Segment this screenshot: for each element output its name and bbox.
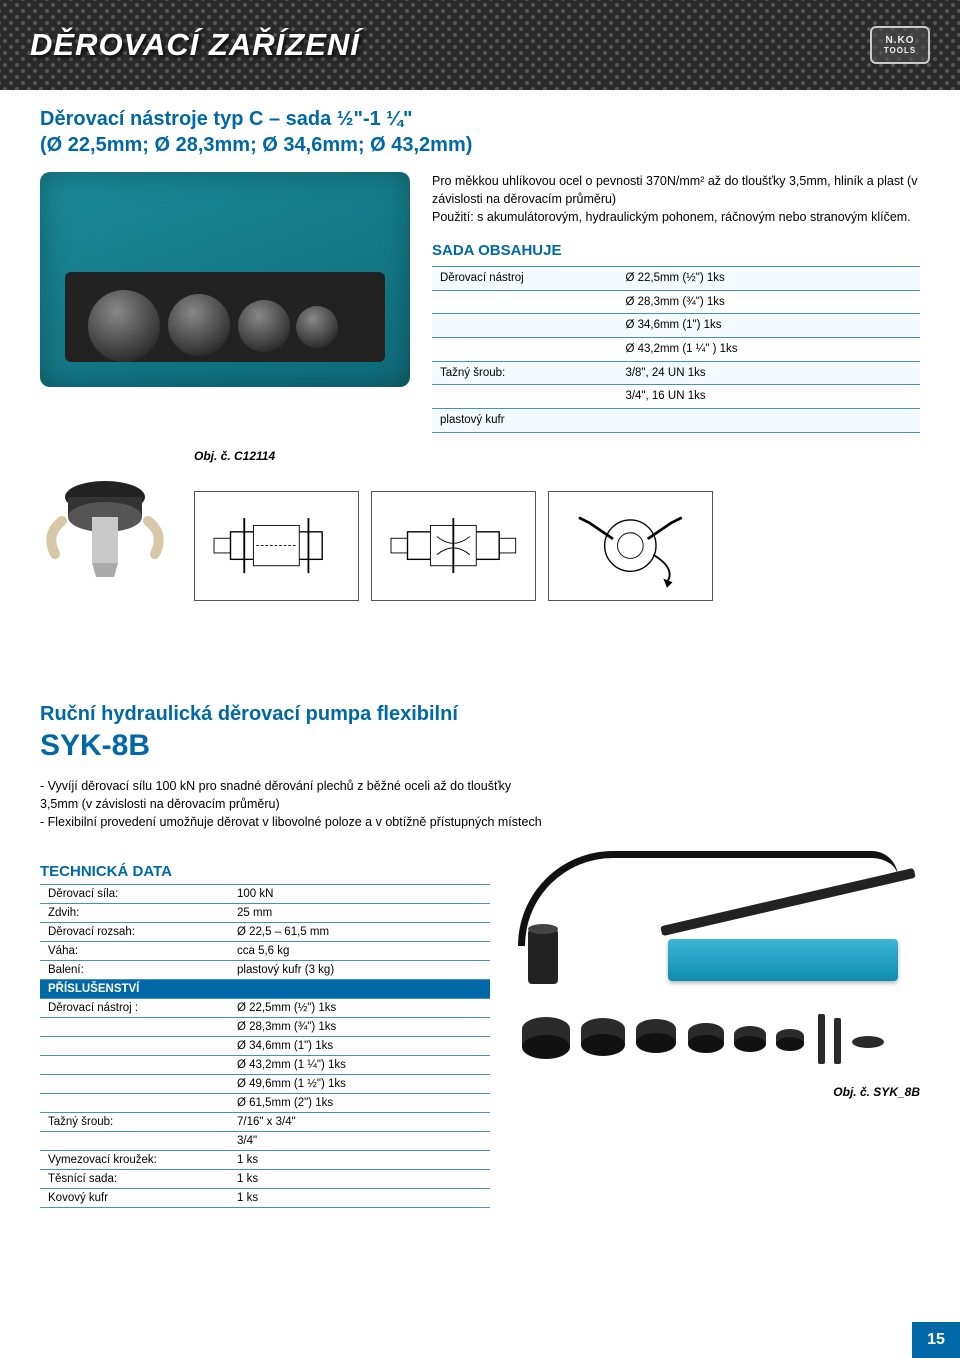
- diagram-row: [194, 491, 920, 601]
- table-row: Vymezovací kroužek:1 ks: [40, 1151, 490, 1170]
- table-row: Ø 34,6mm (1") 1ks: [432, 314, 920, 338]
- table-row: Děrovací síla:100 kN: [40, 885, 490, 904]
- table-row: Tažný šroub:7/16" x 3/4": [40, 1113, 490, 1132]
- product1-section: Pro měkkou uhlíkovou ocel o pevnosti 370…: [40, 172, 920, 433]
- table-row: Ø 28,3mm (¾") 1ks: [40, 1018, 490, 1037]
- diagram-3: [548, 491, 713, 601]
- product2-title: Ruční hydraulická děrovací pumpa flexibi…: [40, 701, 920, 727]
- table-row: Ø 49,6mm (1 ½") 1ks: [40, 1075, 490, 1094]
- table-row: Kovový kufr1 ks: [40, 1189, 490, 1208]
- table-row: Těsnící sada:1 ks: [40, 1170, 490, 1189]
- product1-set-label: SADA OBSAHUJE: [432, 240, 920, 262]
- table-row: Ø 28,3mm (¾") 1ks: [432, 290, 920, 314]
- table-row: Tažný šroub:3/8", 24 UN 1ks: [432, 361, 920, 385]
- product2-section: Ruční hydraulická děrovací pumpa flexibi…: [40, 701, 920, 1208]
- product2-pump-image: Obj. č. SYK_8B: [508, 849, 920, 1119]
- product1-diagram-column: Obj. č. C12114: [194, 449, 920, 601]
- product2-model: SYK-8B: [40, 729, 920, 763]
- product1-text-column: Pro měkkou uhlíkovou ocel o pevnosti 370…: [432, 172, 920, 433]
- table-row: 3/4": [40, 1132, 490, 1151]
- page-title: DĚROVACÍ ZAŘÍZENÍ: [30, 27, 360, 63]
- product2-description: - Vyvíjí děrovací sílu 100 kN pro snadné…: [40, 777, 550, 831]
- product1-obj-label: Obj. č. C12114: [194, 449, 920, 463]
- product1-image-column: [40, 172, 410, 433]
- product1-spec-table: Děrovací nástrojØ 22,5mm (½") 1ksØ 28,3m…: [432, 266, 920, 433]
- diagram-1: [194, 491, 359, 601]
- table-row: Ø 43,2mm (1 ¼" ) 1ks: [432, 338, 920, 362]
- table-row: Ø 43,2mm (1 ¼") 1ks: [40, 1056, 490, 1075]
- product2-obj-label: Obj. č. SYK_8B: [833, 1085, 920, 1099]
- page-header: DĚROVACÍ ZAŘÍZENÍ N.KO TOOLS: [0, 0, 960, 90]
- table-row: Ø 61,5mm (2") 1ks: [40, 1094, 490, 1113]
- table-row: Děrovací rozsah:Ø 22,5 – 61,5 mm: [40, 923, 490, 942]
- brand-badge: N.KO TOOLS: [870, 26, 930, 64]
- product1-description: Pro měkkou uhlíkovou ocel o pevnosti 370…: [432, 172, 920, 226]
- page-number: 15: [912, 1322, 960, 1358]
- product1-punch-row: Obj. č. C12114: [40, 449, 920, 601]
- table-row: Ø 34,6mm (1") 1ks: [40, 1037, 490, 1056]
- table-row: Děrovací nástrojØ 22,5mm (½") 1ks: [432, 267, 920, 291]
- product1-title: Děrovací nástroje typ C – sada ½"-1 ¼" (…: [40, 106, 920, 158]
- product2-tech-label: TECHNICKÁ DATA: [40, 863, 490, 880]
- page-content: Děrovací nástroje typ C – sada ½"-1 ¼" (…: [0, 90, 960, 1208]
- table-row: plastový kufr: [432, 409, 920, 433]
- table-row: 3/4", 16 UN 1ks: [432, 385, 920, 409]
- product2-tech-row: TECHNICKÁ DATA Děrovací síla:100 kNZdvih…: [40, 849, 920, 1208]
- table-row: Zdvih:25 mm: [40, 904, 490, 923]
- product1-title-line1: Děrovací nástroje typ C – sada ½"-1 ¼": [40, 108, 412, 130]
- brand-line2: TOOLS: [884, 46, 916, 55]
- table-row: Děrovací nástroj :Ø 22,5mm (½") 1ks: [40, 999, 490, 1018]
- product1-title-line2: (Ø 22,5mm; Ø 28,3mm; Ø 34,6mm; Ø 43,2mm): [40, 134, 472, 156]
- diagram-2: [371, 491, 536, 601]
- product2-tech-table: Děrovací síla:100 kNZdvih:25 mmDěrovací …: [40, 884, 490, 1208]
- table-row: Váha:cca 5,6 kg: [40, 942, 490, 961]
- product1-case-image: [40, 172, 410, 387]
- accessories-header-row: PŘÍSLUŠENSTVÍ: [40, 980, 490, 999]
- brand-line1: N.KO: [886, 35, 915, 46]
- table-row: Balení:plastový kufr (3 kg): [40, 961, 490, 980]
- product2-tech-column: TECHNICKÁ DATA Děrovací síla:100 kNZdvih…: [40, 849, 490, 1208]
- product1-punch-photo: [40, 449, 170, 594]
